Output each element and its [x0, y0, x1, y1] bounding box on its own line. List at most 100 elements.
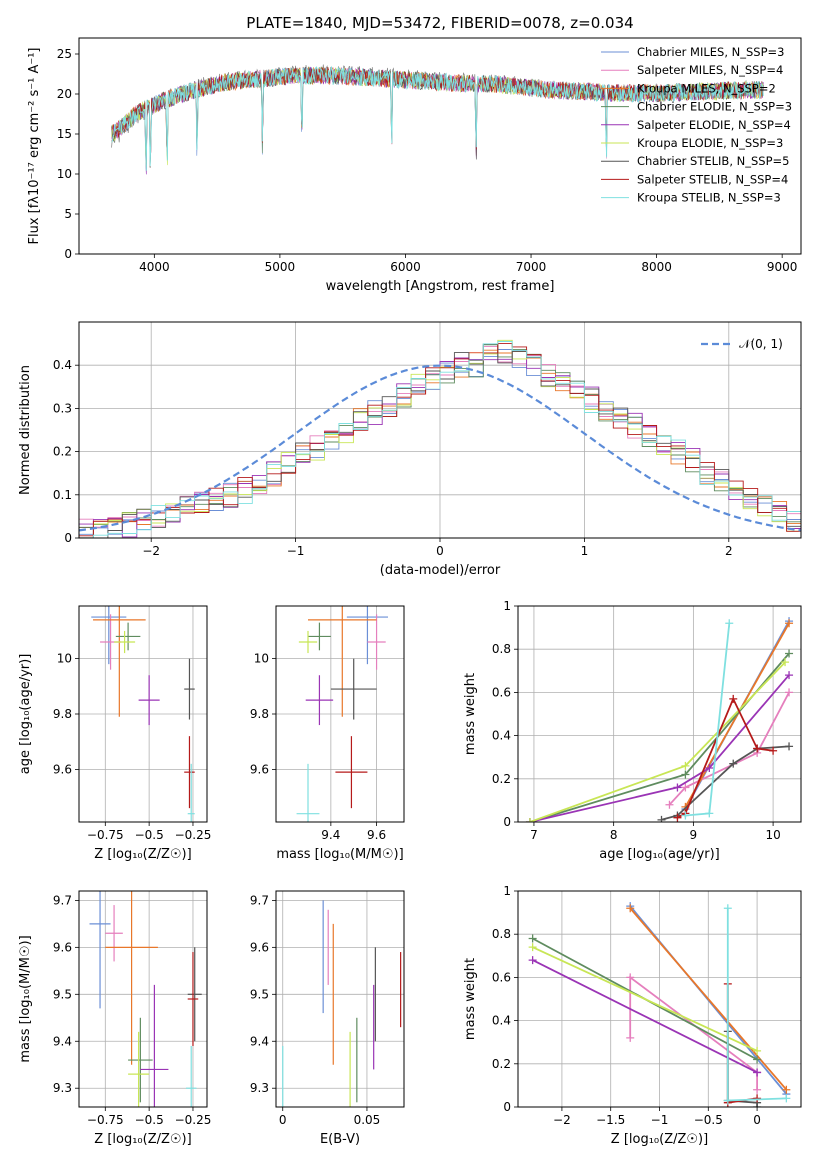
weight-vs-age-marker — [781, 658, 790, 667]
weight-vs-age-xtick-label: 10 — [765, 828, 780, 842]
mass-vs-ebv-frame — [275, 890, 405, 1108]
residuals-ytick-label: 0.1 — [53, 488, 72, 502]
mass-vs-Z-xtick-label: −0.5 — [135, 1113, 164, 1127]
residuals-ytick-label: 0.4 — [53, 358, 72, 372]
weight-vs-age-panel: 7 8 9 10 0 0.2 0.4 0.6 0.8 1 age [log₁₀(age/yr)] ma… — [463, 599, 802, 862]
weight-vs-age-marker — [785, 649, 794, 658]
weight-vs-Z-panel: −2 −1.5 −1 −0.5 0 0 0.2 0.4 0.6 0.8 1 Z [log₁₀(Z/Z☉… — [463, 884, 802, 1147]
residuals-xlabel: (data-model)/error — [380, 563, 501, 578]
age-vs-mass-xtick-label: 9.4 — [321, 828, 340, 842]
weight-vs-Z-ytick-label: 1 — [503, 884, 511, 898]
spectrum-frame — [78, 37, 802, 255]
weight-vs-age-marker — [665, 800, 674, 809]
weight-vs-Z-marker — [753, 1094, 762, 1103]
age-vs-mass-panel: 9.4 9.6 9.6 9.8 10 mass [log₁₀(M/M☉)] — [250, 605, 405, 862]
weight-vs-age-line — [529, 661, 786, 822]
weight-vs-age-line — [529, 674, 790, 822]
spectrum-legend-label: Salpeter MILES, N_SSP=4 — [637, 63, 783, 77]
weight-vs-age-line — [668, 691, 790, 806]
age-vs-Z-panel: −0.75 −0.5 −0.25 9.6 9.8 10 Z [log₁₀(Z/Z☉)] age… — [18, 605, 211, 862]
residuals-xtick-label: 2 — [725, 544, 733, 558]
weight-vs-age-xlabel: age [log₁₀(age/yr)] — [599, 847, 720, 862]
weight-vs-Z-xtick-label: 0 — [753, 1113, 761, 1127]
weight-vs-age-marker — [769, 746, 778, 755]
age-vs-Z-xtick-label: −0.5 — [135, 828, 164, 842]
weight-vs-Z-xtick-label: −1 — [651, 1113, 669, 1127]
weight-vs-age-line — [529, 652, 790, 822]
residuals-xtick-label: 1 — [581, 544, 589, 558]
weight-vs-age-marker — [681, 783, 690, 792]
age-vs-mass-ytick-label: 9.8 — [250, 707, 269, 721]
weight-vs-age-marker — [673, 813, 682, 822]
residuals-xtick-label: 0 — [436, 544, 444, 558]
weight-vs-age-ytick-label: 1 — [503, 599, 511, 613]
mass-vs-ebv-ytick-label: 9.4 — [250, 1034, 269, 1048]
mass-vs-ebv-xtick-label: 0 — [279, 1113, 287, 1127]
mass-vs-Z-ytick-label: 9.3 — [53, 1081, 72, 1095]
weight-vs-Z-ytick-label: 0.2 — [492, 1057, 511, 1071]
spectrum-xtick-label: 5000 — [265, 260, 296, 274]
weight-vs-Z-ytick-label: 0.6 — [492, 970, 511, 984]
spectrum-panel: 4000 5000 6000 7000 8000 9000 0 5 10 15 20 25 wavele… — [27, 37, 802, 294]
residuals-xtick-label: −2 — [142, 544, 160, 558]
weight-vs-Z-marker — [723, 1096, 732, 1105]
mass-vs-Z-ylabel: mass [log₁₀(M/M☉)] — [18, 935, 33, 1062]
spectrum-xtick-label: 4000 — [139, 260, 170, 274]
residuals-plot-area — [79, 339, 801, 538]
age-vs-mass-ytick-label: 10 — [254, 652, 269, 666]
residuals-histogram-7 — [79, 343, 801, 537]
mass-vs-ebv-plot-area — [282, 900, 402, 1107]
weight-vs-age-xtick-label: 9 — [690, 828, 698, 842]
residuals-ytick-label: 0 — [64, 531, 72, 545]
weight-vs-Z-marker — [753, 1068, 762, 1077]
age-vs-Z-ytick-label: 9.6 — [53, 762, 72, 776]
weight-vs-age-marker — [657, 815, 666, 822]
weight-vs-age-xtick-label: 7 — [530, 828, 538, 842]
age-vs-Z-plot-area — [91, 606, 195, 822]
spectrum-ytick-label: 25 — [57, 47, 72, 61]
weight-vs-Z-line — [532, 959, 758, 1074]
mass-vs-Z-plot-area — [89, 891, 202, 1107]
weight-vs-Z-ytick-label: 0.4 — [492, 1014, 511, 1028]
spectrum-legend-label: Salpeter ELODIE, N_SSP=4 — [637, 118, 791, 132]
weight-vs-age-marker — [681, 811, 690, 820]
weight-vs-age-marker — [681, 770, 690, 779]
weight-vs-Z-marker — [528, 956, 537, 965]
weight-vs-Z-marker — [753, 1055, 762, 1064]
weight-vs-Z-marker — [782, 1094, 791, 1103]
age-vs-Z-ytick-label: 9.8 — [53, 707, 72, 721]
weight-vs-Z-xtick-label: −2 — [553, 1113, 571, 1127]
mass-vs-Z-xtick-label: −0.75 — [87, 1113, 124, 1127]
spectrum-legend-label: Chabrier MILES, N_SSP=3 — [637, 45, 784, 59]
spectrum-xtick-label: 8000 — [641, 260, 672, 274]
weight-vs-age-marker — [673, 783, 682, 792]
spectrum-plot-area — [111, 64, 764, 175]
weight-vs-age-line — [661, 745, 790, 821]
residuals-ytick-label: 0.2 — [53, 445, 72, 459]
spectrum-xlabel: wavelength [Angstrom, rest frame] — [326, 279, 555, 294]
weight-vs-age-marker — [705, 809, 714, 818]
spectrum-ytick-label: 5 — [64, 207, 72, 221]
mass-vs-ebv-ytick-label: 9.3 — [250, 1081, 269, 1095]
weight-vs-Z-marker — [753, 1103, 762, 1107]
mass-vs-ebv-panel: 0 0.05 9.3 9.4 9.5 9.6 9.7 E(B-V) — [250, 890, 405, 1147]
weight-vs-age-marker — [705, 764, 714, 772]
spectrum-xtick-label: 9000 — [767, 260, 798, 274]
figure-title: PLATE=1840, MJD=53472, FIBERID=0078, z=0… — [246, 14, 633, 32]
weight-vs-Z-marker — [528, 943, 537, 952]
weight-vs-age-marker — [785, 671, 794, 680]
spectrum-legend-label: Kroupa STELIB, N_SSP=3 — [637, 191, 781, 205]
weight-vs-Z-ylabel: mass weight — [463, 958, 478, 1040]
residuals-legend-label: 𝒩(0, 1) — [739, 337, 783, 351]
residuals-xtick-label: −1 — [287, 544, 305, 558]
weight-vs-Z-marker — [626, 973, 635, 982]
spectrum-legend-label: Salpeter STELIB, N_SSP=4 — [637, 172, 788, 186]
spectrum-legend-label: Chabrier ELODIE, N_SSP=3 — [637, 100, 792, 114]
mass-vs-Z-ytick-label: 9.7 — [53, 893, 72, 907]
weight-vs-Z-marker — [626, 904, 635, 913]
mass-vs-ebv-xlabel: E(B-V) — [320, 1132, 360, 1147]
weight-vs-Z-marker — [528, 934, 537, 943]
weight-vs-Z-marker — [753, 1085, 762, 1094]
spectrum-ytick-label: 15 — [57, 127, 72, 141]
weight-vs-age-marker — [785, 619, 794, 628]
